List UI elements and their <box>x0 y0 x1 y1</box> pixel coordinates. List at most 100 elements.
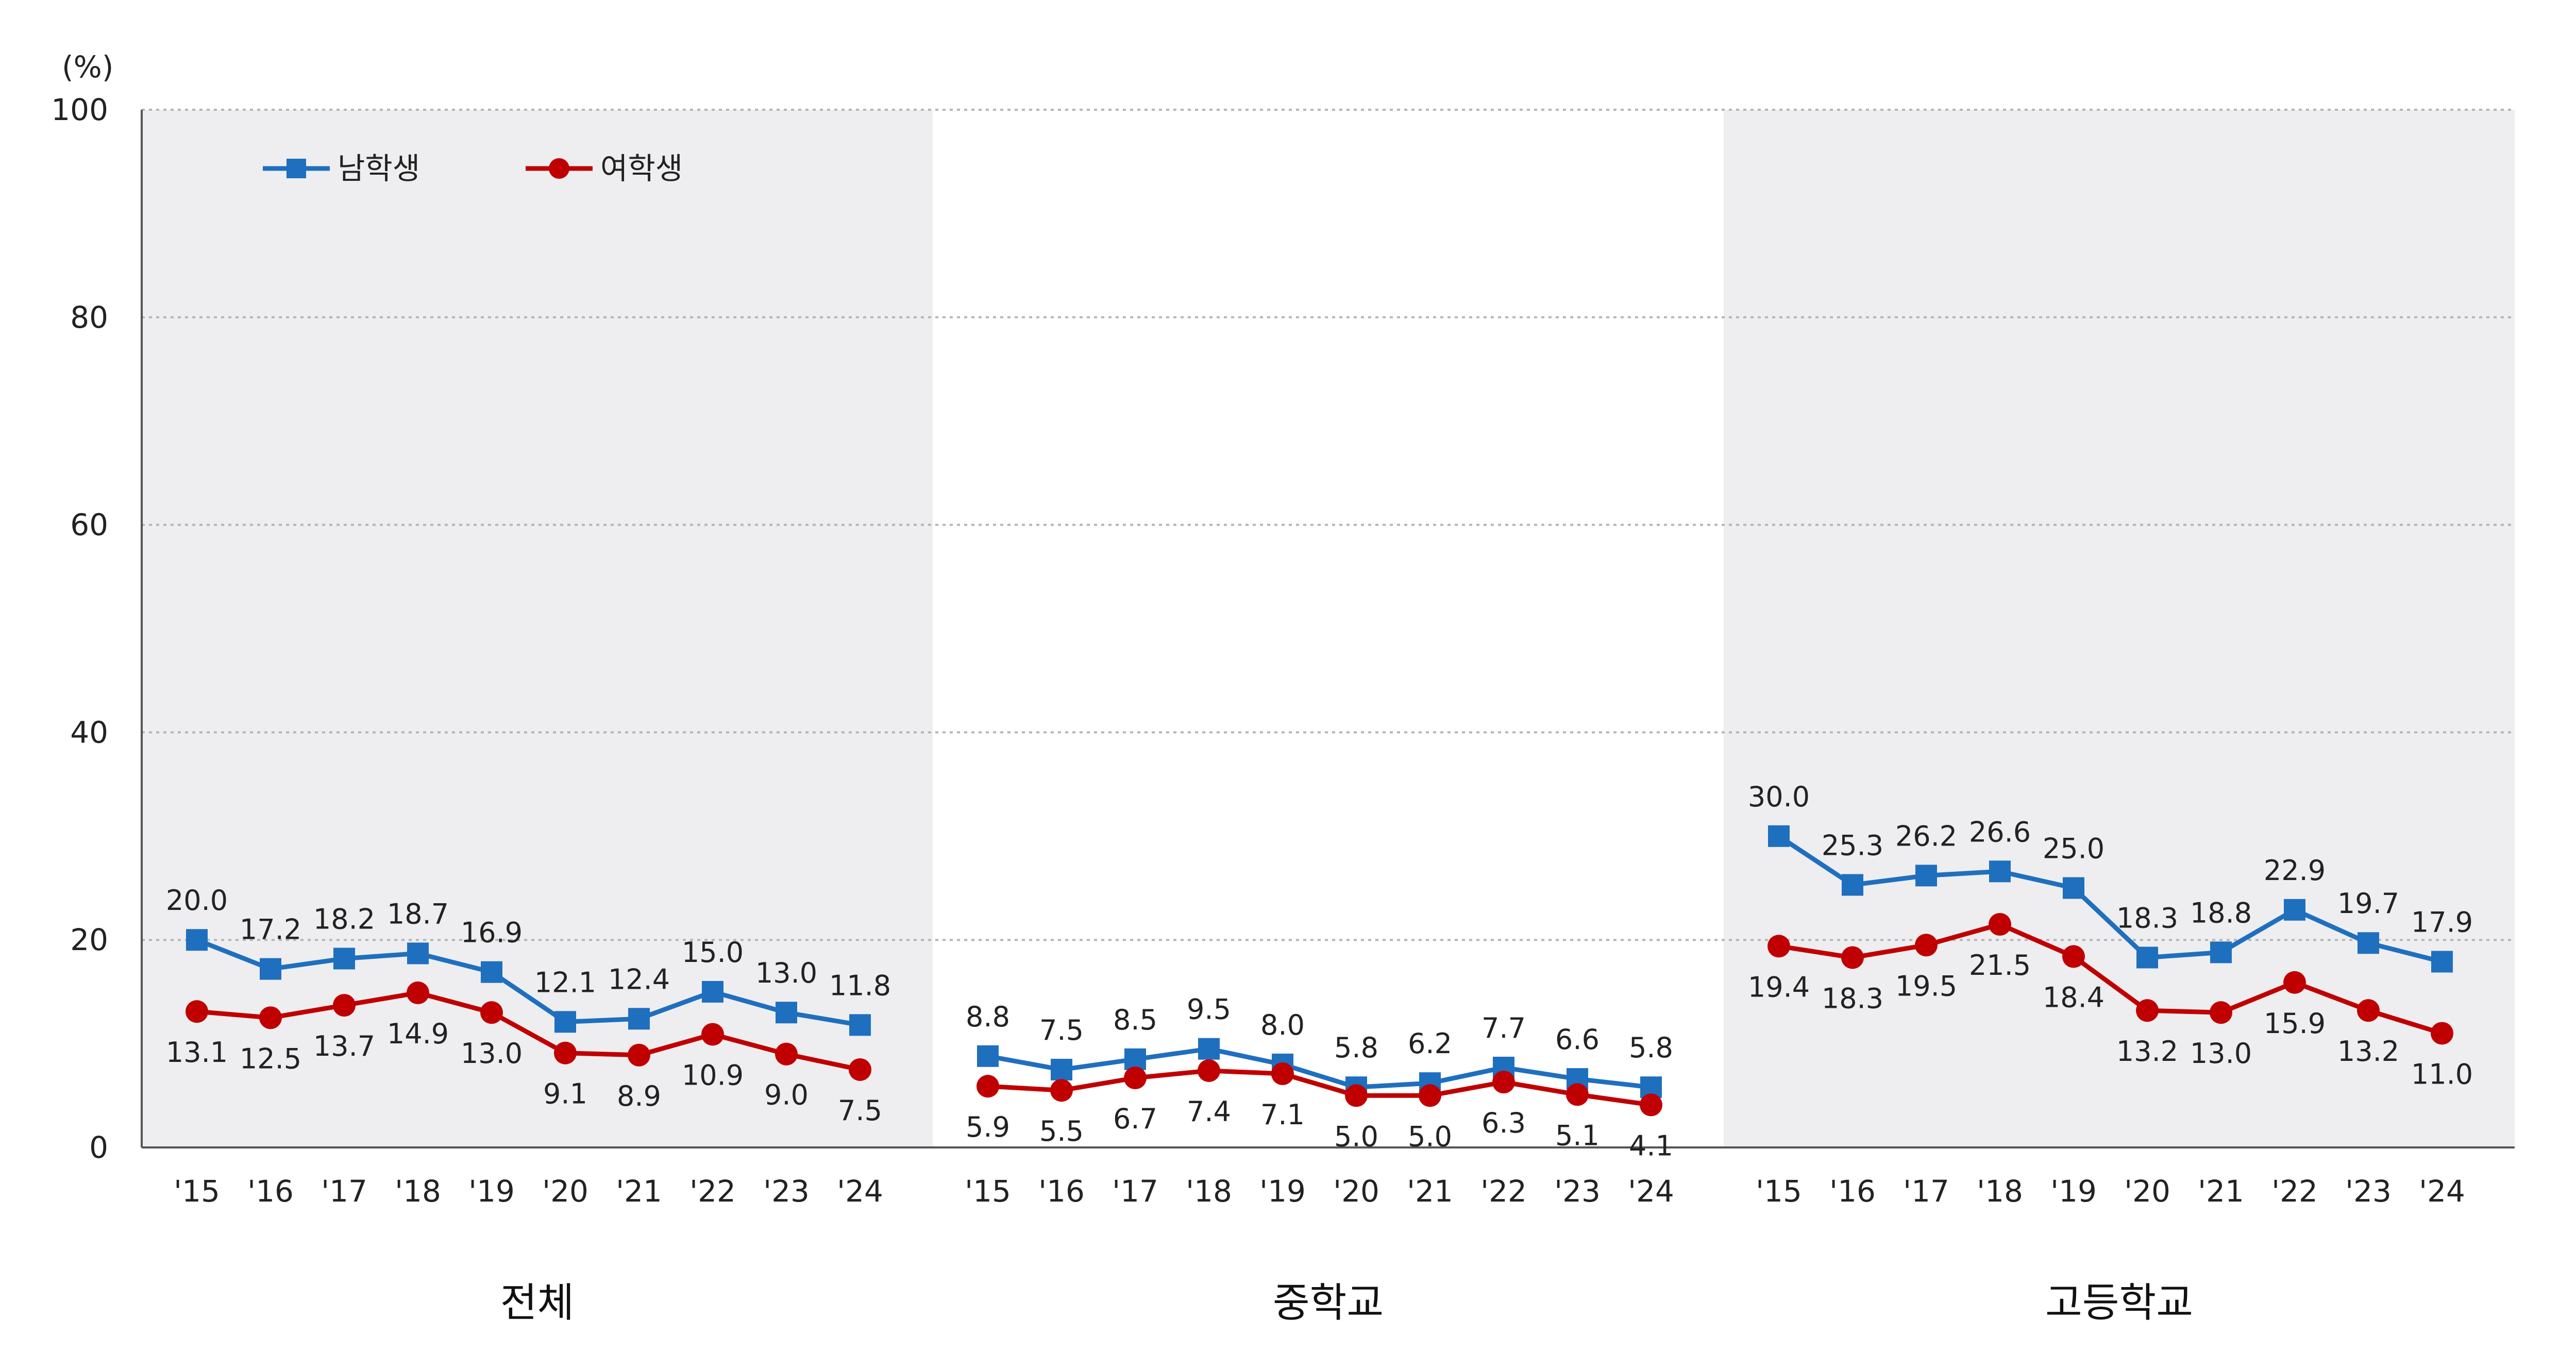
data-label: 11.0 <box>2411 1058 2473 1090</box>
data-point <box>2210 1001 2232 1024</box>
data-point <box>186 929 208 951</box>
x-tick-label: '16 <box>247 1174 294 1209</box>
data-label: 13.0 <box>461 1037 523 1070</box>
data-point <box>976 1075 999 1098</box>
data-point <box>554 1041 577 1064</box>
data-label: 18.7 <box>387 898 449 930</box>
legend-marker <box>287 159 306 178</box>
x-tick-label: '24 <box>837 1174 883 1209</box>
data-label: 25.3 <box>1822 829 1883 861</box>
data-point <box>2136 947 2158 969</box>
data-label: 8.9 <box>617 1080 661 1112</box>
data-point <box>849 1058 871 1081</box>
data-label: 8.8 <box>966 1001 1010 1033</box>
panel-title: 전체 <box>500 1280 575 1326</box>
x-tick-label: '17 <box>1903 1174 1949 1209</box>
y-tick-label: 100 <box>51 92 108 127</box>
data-point <box>1051 1058 1072 1080</box>
x-tick-label: '21 <box>616 1174 662 1209</box>
data-point <box>702 981 723 1003</box>
data-label: 11.8 <box>829 969 891 1002</box>
data-label: 21.5 <box>1969 949 2031 982</box>
data-point <box>1841 946 1864 969</box>
data-point <box>775 1042 798 1066</box>
panel-backgrounds <box>142 110 2515 1147</box>
data-label: 15.0 <box>682 936 744 969</box>
data-point <box>2431 1022 2453 1045</box>
x-tick-label: '22 <box>689 1174 736 1209</box>
x-tick-label: '19 <box>2050 1174 2097 1209</box>
data-label: 5.1 <box>1555 1119 1600 1152</box>
data-point <box>1345 1084 1368 1107</box>
data-point <box>480 1001 503 1024</box>
data-point <box>1989 912 2011 936</box>
x-tick-label: '21 <box>2198 1174 2244 1209</box>
data-label: 12.1 <box>534 966 596 999</box>
panel-title: 중학교 <box>1273 1280 1384 1326</box>
data-point <box>1842 874 1863 896</box>
data-point <box>1640 1093 1662 1117</box>
data-label: 13.1 <box>166 1036 228 1069</box>
gridlines <box>142 109 2515 941</box>
data-label: 18.2 <box>313 903 375 935</box>
data-label: 5.5 <box>1039 1115 1084 1147</box>
data-label: 20.0 <box>166 884 228 917</box>
x-tick-label: '18 <box>1186 1174 1232 1209</box>
data-point <box>186 1000 208 1023</box>
data-point <box>1989 860 2011 883</box>
data-label: 12.4 <box>608 963 670 995</box>
data-label: 5.8 <box>1334 1032 1378 1064</box>
data-point <box>1271 1062 1294 1086</box>
data-label: 19.7 <box>2337 887 2399 920</box>
x-tick-label: '22 <box>2271 1174 2318 1209</box>
data-label: 6.7 <box>1113 1103 1157 1135</box>
x-tick-label: '23 <box>2345 1174 2392 1209</box>
y-tick-label: 60 <box>70 508 108 543</box>
x-tick-label: '19 <box>1259 1174 1306 1209</box>
x-tick-label: '20 <box>542 1174 588 1209</box>
data-point <box>333 994 356 1017</box>
data-point <box>1419 1084 1441 1107</box>
x-tick-label: '21 <box>1407 1174 1453 1209</box>
data-label: 18.4 <box>2043 981 2104 1013</box>
data-point <box>849 1014 871 1036</box>
data-label: 18.3 <box>2116 902 2178 934</box>
data-label: 16.9 <box>461 917 523 949</box>
data-label: 25.0 <box>2043 833 2104 865</box>
y-tick-label: 80 <box>70 300 108 335</box>
data-label: 7.7 <box>1481 1012 1526 1044</box>
x-tick-label: '16 <box>1829 1174 1876 1209</box>
x-tick-label: '19 <box>468 1174 515 1209</box>
data-label: 5.9 <box>966 1111 1010 1143</box>
data-point <box>2431 951 2453 973</box>
data-label: 5.0 <box>1334 1120 1378 1153</box>
x-tick-label: '17 <box>1112 1174 1158 1209</box>
data-point <box>1915 865 1937 887</box>
data-point <box>333 948 355 970</box>
data-label: 13.2 <box>2116 1035 2178 1068</box>
data-point <box>2210 941 2232 964</box>
data-point <box>2358 932 2379 954</box>
data-label: 9.0 <box>764 1079 809 1111</box>
panel-title: 고등학교 <box>2045 1280 2193 1326</box>
data-point <box>776 1002 797 1024</box>
x-tick-label: '15 <box>1756 1174 1802 1209</box>
x-tick-label: '20 <box>2124 1174 2170 1209</box>
data-point <box>701 1023 724 1046</box>
data-label: 5.8 <box>1629 1032 1673 1064</box>
data-label: 13.0 <box>755 957 817 989</box>
panel-background <box>1724 110 2515 1147</box>
data-label: 19.5 <box>1895 970 1957 1002</box>
data-point <box>407 942 429 965</box>
data-point <box>260 958 281 980</box>
data-label: 30.0 <box>1748 781 1810 813</box>
data-label: 6.2 <box>1408 1027 1452 1060</box>
legend-marker <box>549 158 569 179</box>
data-point <box>2283 971 2306 994</box>
y-tick-label: 40 <box>70 715 108 750</box>
series <box>186 825 2453 1117</box>
series-line-여학생 <box>1778 922 2443 1036</box>
data-point <box>628 1008 650 1030</box>
data-point <box>1124 1048 1146 1070</box>
